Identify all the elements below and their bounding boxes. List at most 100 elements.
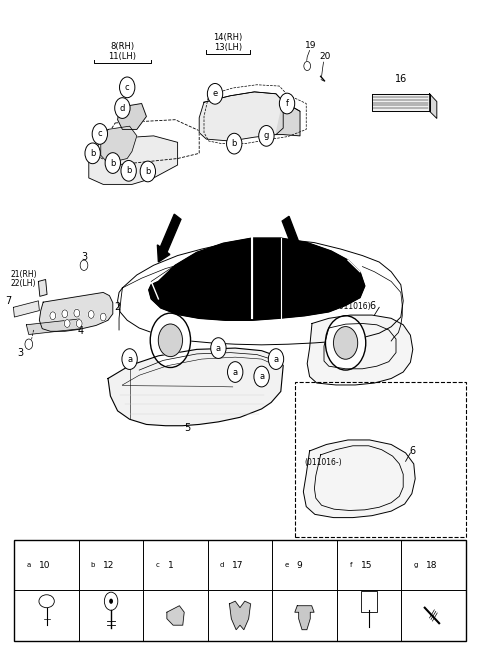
Text: a: a xyxy=(216,344,221,353)
Circle shape xyxy=(100,313,106,321)
Circle shape xyxy=(104,592,118,610)
Text: b: b xyxy=(145,167,151,176)
Circle shape xyxy=(109,598,113,604)
Polygon shape xyxy=(38,280,47,296)
Text: 15: 15 xyxy=(361,561,372,570)
Circle shape xyxy=(152,558,163,573)
Text: (011016-): (011016-) xyxy=(305,458,342,467)
Text: 8(RH): 8(RH) xyxy=(110,42,134,51)
Text: c: c xyxy=(97,129,102,138)
Text: b: b xyxy=(110,159,116,168)
Circle shape xyxy=(76,320,82,327)
Circle shape xyxy=(92,124,108,144)
Text: 9: 9 xyxy=(297,561,302,570)
Text: 6: 6 xyxy=(369,301,375,311)
Text: b: b xyxy=(91,562,95,568)
Circle shape xyxy=(120,77,135,98)
Circle shape xyxy=(259,126,274,146)
Polygon shape xyxy=(276,102,300,136)
Text: 6: 6 xyxy=(410,446,416,456)
Text: b: b xyxy=(90,149,96,158)
Text: c: c xyxy=(125,83,130,92)
Circle shape xyxy=(25,339,33,349)
Polygon shape xyxy=(101,126,137,163)
Text: b: b xyxy=(231,139,237,148)
Circle shape xyxy=(227,133,242,154)
Circle shape xyxy=(254,366,269,387)
Text: d: d xyxy=(120,104,125,113)
Text: b: b xyxy=(126,166,132,175)
Polygon shape xyxy=(167,606,184,625)
Polygon shape xyxy=(295,606,314,630)
Circle shape xyxy=(85,143,100,164)
Text: g: g xyxy=(264,131,269,140)
Text: 3: 3 xyxy=(17,347,23,358)
Circle shape xyxy=(88,558,98,573)
Text: 3: 3 xyxy=(81,252,87,262)
Text: f: f xyxy=(349,562,352,568)
Circle shape xyxy=(158,324,182,356)
Polygon shape xyxy=(303,440,415,518)
Polygon shape xyxy=(430,94,437,118)
Polygon shape xyxy=(26,319,81,334)
Circle shape xyxy=(268,349,284,369)
Text: f: f xyxy=(286,99,288,108)
Circle shape xyxy=(80,260,88,270)
Polygon shape xyxy=(89,136,178,184)
Circle shape xyxy=(207,83,223,104)
Text: g: g xyxy=(413,562,418,568)
Circle shape xyxy=(150,313,191,367)
FancyBboxPatch shape xyxy=(361,591,377,611)
Circle shape xyxy=(346,558,356,573)
Text: a: a xyxy=(233,367,238,377)
Text: a: a xyxy=(274,355,278,364)
Text: 18: 18 xyxy=(426,561,437,570)
Ellipse shape xyxy=(39,595,54,608)
Circle shape xyxy=(64,320,70,327)
Circle shape xyxy=(325,316,366,370)
Polygon shape xyxy=(39,292,113,331)
Text: 13(LH): 13(LH) xyxy=(214,43,242,52)
Text: 5: 5 xyxy=(184,423,191,433)
Text: 12: 12 xyxy=(103,561,115,570)
Circle shape xyxy=(88,311,94,318)
Circle shape xyxy=(304,61,311,71)
Text: 14(RH): 14(RH) xyxy=(214,33,242,42)
Text: 1: 1 xyxy=(168,561,174,570)
Text: e: e xyxy=(213,89,217,98)
Text: c: c xyxy=(156,562,159,568)
Polygon shape xyxy=(118,239,403,345)
Circle shape xyxy=(24,558,34,573)
Circle shape xyxy=(105,153,120,173)
FancyArrow shape xyxy=(282,216,304,263)
Circle shape xyxy=(334,327,358,359)
Polygon shape xyxy=(149,238,365,320)
Text: 2: 2 xyxy=(114,302,120,313)
Polygon shape xyxy=(118,104,146,129)
Text: (-011016): (-011016) xyxy=(334,302,371,311)
Polygon shape xyxy=(199,92,283,141)
Circle shape xyxy=(121,160,136,181)
FancyBboxPatch shape xyxy=(14,540,466,641)
Text: 4: 4 xyxy=(78,326,84,336)
Circle shape xyxy=(211,338,226,358)
Text: 19: 19 xyxy=(305,41,317,50)
Polygon shape xyxy=(372,94,430,111)
Text: 21(RH): 21(RH) xyxy=(11,270,37,280)
Polygon shape xyxy=(307,315,413,385)
Text: e: e xyxy=(284,562,288,568)
Text: d: d xyxy=(220,562,224,568)
Text: a: a xyxy=(127,355,132,364)
Text: 11(LH): 11(LH) xyxy=(108,52,136,61)
Text: 16: 16 xyxy=(395,74,407,84)
Text: 22(LH): 22(LH) xyxy=(11,279,36,288)
Text: a: a xyxy=(26,562,31,568)
Circle shape xyxy=(74,309,80,317)
Circle shape xyxy=(50,312,56,320)
FancyArrow shape xyxy=(157,214,181,262)
Circle shape xyxy=(228,362,243,382)
Polygon shape xyxy=(229,601,251,630)
Text: 7: 7 xyxy=(5,296,12,306)
Circle shape xyxy=(115,98,130,118)
Text: 17: 17 xyxy=(232,561,244,570)
